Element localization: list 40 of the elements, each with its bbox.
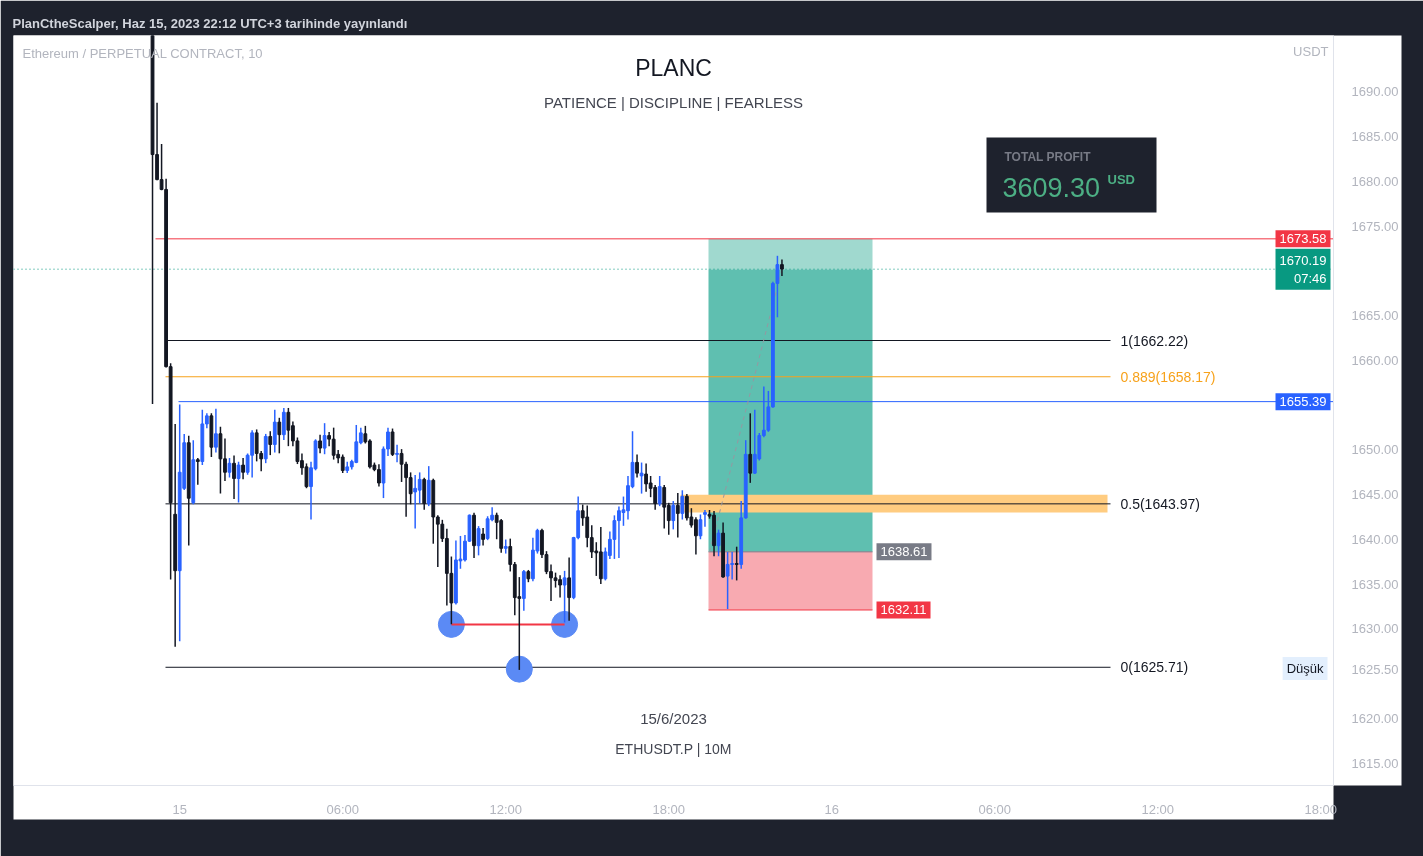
y-tick-label: 1660.00	[1351, 352, 1399, 368]
annotation: USD	[1107, 172, 1135, 187]
x-tick-label: 06:00	[326, 801, 359, 817]
x-tick-label: 15	[172, 801, 187, 817]
x-tick-label: 06:00	[978, 801, 1012, 817]
annotation: Düşük	[1286, 661, 1324, 676]
y-tick-label: 1650.00	[1351, 442, 1399, 458]
ref-line-label: 1673.58	[1279, 231, 1327, 247]
y-axis-title: USDT	[1293, 44, 1329, 59]
text: PATIENCE | DISCIPLINE | FEARLESS	[544, 94, 803, 111]
annotation: 3609.30	[1002, 173, 1101, 203]
ref-line-label: 1638.61	[880, 544, 928, 560]
y-tick-label: 1665.00	[1351, 308, 1399, 324]
text: PLANC	[635, 54, 712, 81]
y-tick-label: 1630.00	[1351, 621, 1399, 637]
y-tick-label: 1645.00	[1351, 487, 1399, 503]
ref-line-label: 0.889(1658.17)	[1120, 368, 1216, 385]
y-tick-label: 1675.00	[1351, 218, 1399, 234]
ref-line-label: 1655.39	[1279, 394, 1327, 410]
y-tick-label: 1685.00	[1351, 129, 1399, 145]
ref-line-label: 0(1625.71)	[1120, 659, 1189, 676]
y-tick-label: 1615.00	[1351, 755, 1399, 771]
y-tick-label: 1625.50	[1351, 661, 1399, 677]
x-tick-label: 18:00	[652, 801, 686, 817]
annotation: ETHUSDT.P | 10M	[615, 740, 732, 757]
ref-line-label: 1(1662.22)	[1120, 332, 1189, 349]
annotation: TOTAL PROFIT	[1004, 149, 1092, 164]
y-tick-label: 1635.00	[1351, 576, 1399, 592]
y-tick-label: 1690.00	[1351, 84, 1399, 100]
x-tick-label: 16	[824, 801, 839, 817]
ref-line-label: 0.5(1643.97)	[1120, 495, 1200, 512]
x-tick-label: 12:00	[1141, 801, 1175, 817]
y-tick-label: 1620.00	[1351, 710, 1399, 726]
text: PlanCtheScalper, Haz 15, 2023 22:12 UTC+3 tarihinde yayınlandı	[12, 16, 408, 31]
annotation: 15/6/2023	[640, 710, 707, 727]
ref-line-label: 1632.11	[880, 602, 927, 618]
x-tick-label: 12:00	[489, 801, 523, 817]
ref-line-label: 1670.19 07:46	[1279, 252, 1327, 286]
y-tick-label: 1640.00	[1351, 531, 1399, 547]
y-tick-label: 1680.00	[1351, 173, 1399, 189]
